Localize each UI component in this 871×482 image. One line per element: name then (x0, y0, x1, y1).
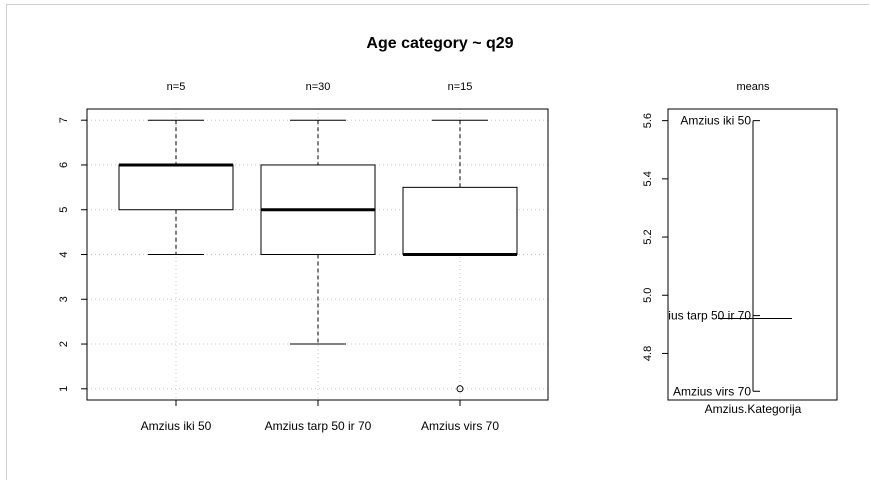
image-frame (6, 4, 869, 480)
means-y-tick-label: 5.0 (642, 288, 654, 303)
means-y-tick-label: 5.2 (642, 229, 654, 244)
count-label: n=5 (167, 81, 186, 93)
means-label-group: Amzius iki 50 Amzius tarp 50 ir 70 Amzius … (644, 114, 751, 399)
mean-label: Amzius iki 50 (680, 114, 751, 128)
y-tick-label: 3 (58, 296, 70, 302)
means-plot-frame (667, 108, 838, 401)
means-y-tick-label: 5.6 (642, 113, 654, 128)
y-tick-label: 4 (58, 251, 70, 257)
means-y-tick-label: 5.4 (642, 171, 654, 186)
mean-label: Amzius virs 70 (673, 384, 751, 398)
means-y-tick-label: 4.8 (642, 346, 654, 361)
box (402, 186, 518, 256)
x-tick-label: Amzius virs 70 (421, 419, 499, 433)
count-label: n=30 (306, 81, 331, 93)
y-tick-label: 7 (58, 117, 70, 123)
mean-label: Amzius tarp 50 ir 70 (644, 309, 751, 323)
chart-title: Age category ~ q29 (366, 35, 513, 52)
y-tick-label: 6 (58, 162, 70, 168)
count-label: n=15 (448, 81, 473, 93)
box (118, 164, 234, 211)
y-tick-label: 1 (58, 386, 70, 392)
means-panel-xlabel: Amzius.Kategorija (705, 402, 802, 416)
outlier-point (456, 385, 464, 393)
x-tick-label: Amzius iki 50 (141, 419, 212, 433)
y-tick-label: 2 (58, 341, 70, 347)
means-panel-title: means (736, 81, 770, 93)
means-panel: 4.8 5.0 5.2 5.4 5.6 Amzius iki 50 Amzius tarp … (642, 108, 838, 401)
x-tick-label: Amzius tarp 50 ir 70 (265, 419, 372, 433)
y-tick-label: 5 (58, 207, 70, 213)
boxplot-panel: 1 2 3 4 5 6 7 Amzius iki 50 n=5 Amzius tarp 50 ir… (58, 81, 549, 433)
